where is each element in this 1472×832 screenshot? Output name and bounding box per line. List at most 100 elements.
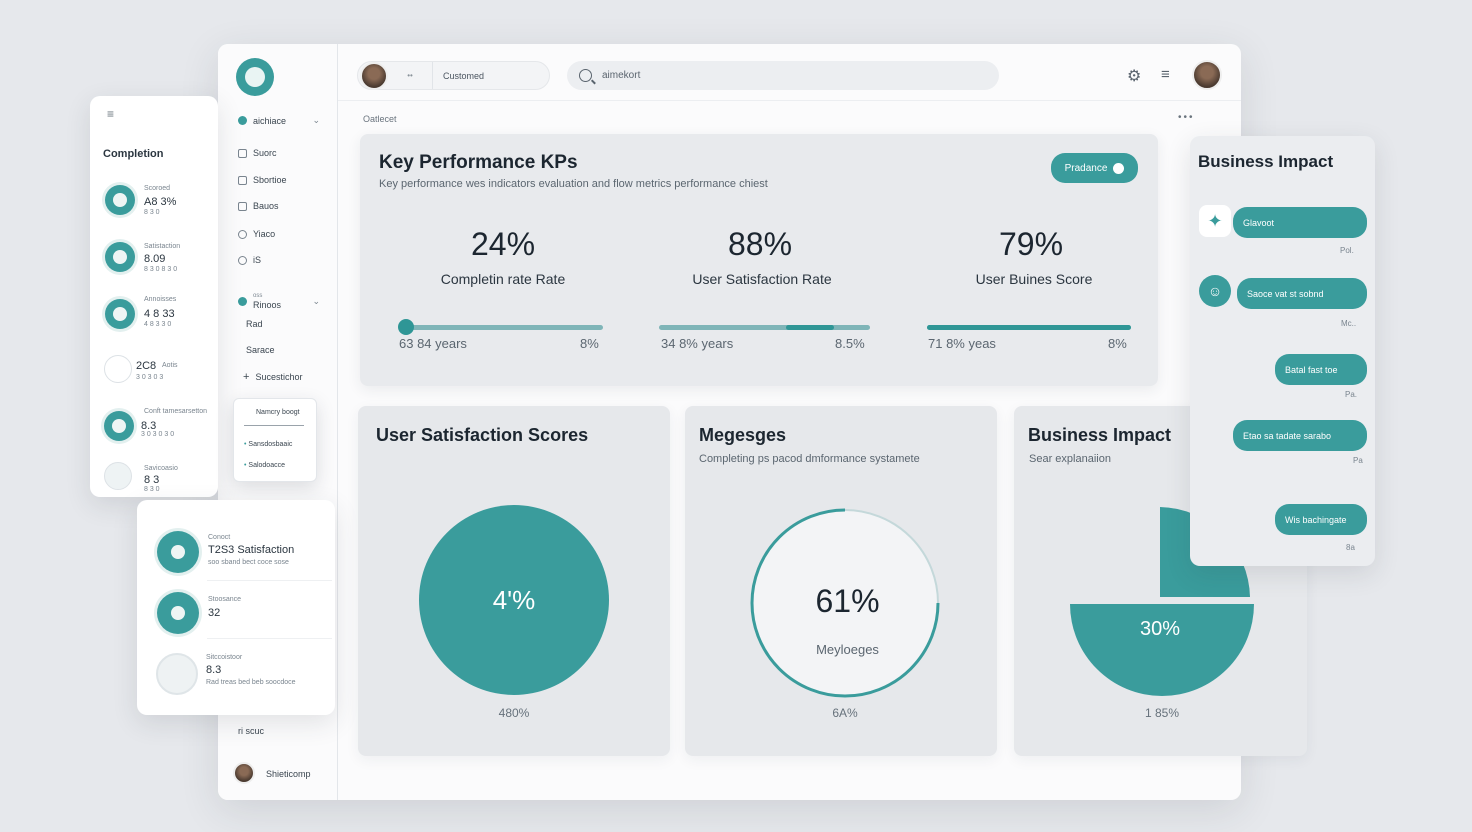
item-value: 4 8 33 <box>144 308 175 320</box>
item-sub: 8 3 0 8 3 0 <box>144 266 178 273</box>
dropdown-item[interactable]: • Salodoacce <box>244 462 285 469</box>
card-foot: 6A% <box>832 706 858 720</box>
business-impact-panel <box>1190 136 1375 566</box>
kpi-progress-3 <box>927 325 1131 330</box>
card-subtitle: Completing ps pacod dmformance systamete <box>699 453 920 465</box>
kpi-action-button[interactable]: Pradance <box>1051 153 1138 183</box>
chat-bubble[interactable]: Glavoot <box>1233 207 1367 238</box>
sidebar-item-label: Suorc <box>253 148 277 158</box>
item-sub: Rad treas bed beb soocdoce <box>206 679 296 686</box>
ring-label: Meyloeges <box>816 642 879 657</box>
app-logo[interactable] <box>236 58 274 96</box>
chat-bubble[interactable]: Saoce vat st sobnd <box>1237 278 1367 309</box>
pie-value: 30% <box>1139 618 1181 640</box>
sidebar-item-4[interactable]: Yiaco <box>238 229 275 239</box>
divider <box>207 580 332 581</box>
panel-title: Business Impact <box>1198 152 1334 171</box>
kpi-card <box>360 134 1158 386</box>
satisfaction-circle: 4'% <box>419 505 609 695</box>
sidebar-item-1[interactable]: Suorc <box>238 148 277 158</box>
kpi-foot-right-3: 8% <box>1108 336 1127 351</box>
settings-icon[interactable]: ⚙ <box>1127 68 1142 85</box>
kpi-value-2: 88% <box>727 226 793 262</box>
sidebar-item-label: Rinoos <box>253 300 282 310</box>
sidebar-item-label: Sucestichor <box>255 372 303 382</box>
kpi-progress-1 <box>400 325 603 330</box>
item-sub: soo sband bect coce sose <box>208 559 289 566</box>
item-value: 8.09 <box>144 253 166 265</box>
plus-icon: + <box>243 371 250 383</box>
sidebar-item-7[interactable]: Rad <box>246 319 263 329</box>
dropdown-item[interactable]: • Sansdosbaaic <box>244 441 292 448</box>
messages-ring-chart <box>750 508 940 698</box>
bubble-text: Saoce vat st sobnd <box>1247 288 1324 299</box>
menu-icon[interactable]: ≡ <box>107 107 115 121</box>
sidebar-item-3[interactable]: Bauos <box>238 201 279 211</box>
message-time: Pol. <box>1340 246 1354 255</box>
sidebar-item-6[interactable]: oss Rinoos ⌄ <box>238 292 320 310</box>
more-icon[interactable]: ••• <box>1178 112 1195 123</box>
item-label: Annoisses <box>144 296 177 303</box>
item-sub: 3 0 3 0 3 0 <box>141 431 175 438</box>
item-value: A8 3% <box>144 196 177 208</box>
bubble-text: Glavoot <box>1243 217 1275 228</box>
sidebar-footer-label: ri scuc <box>238 726 265 736</box>
bubble-text: Batal fast toe <box>1285 364 1338 375</box>
sidebar-item-0[interactable]: aichiace ⌄ <box>238 115 320 126</box>
card-foot: 480% <box>498 706 530 720</box>
kpi-value-3: 79% <box>998 226 1064 262</box>
analysis-icon <box>105 299 135 329</box>
menu-icon[interactable]: ≡ <box>1161 66 1170 83</box>
dot-icon: • <box>244 462 247 469</box>
sidebar-item-label: iS <box>253 255 262 265</box>
kpi-label-1: Completin rate Rate <box>440 271 566 287</box>
card-title: Megesges <box>699 425 787 445</box>
sidebar-item-label: Yiaco <box>253 229 276 239</box>
dropdown-divider <box>244 425 304 426</box>
item-value: T2S3 Satisfaction <box>208 544 295 556</box>
link-icon <box>238 255 247 265</box>
item-label: Savicoasio <box>144 465 178 472</box>
progress-handle[interactable] <box>398 319 414 335</box>
item-sub: 8 3 0 <box>144 209 160 216</box>
item-label: Conft tamesarsetton <box>144 408 208 415</box>
dropdown-item-label: Sansdosbaaic <box>248 441 293 448</box>
kpi-progress-2 <box>659 325 870 330</box>
ring-value: 61% <box>815 583 880 619</box>
search-input[interactable]: aimekort <box>602 70 641 81</box>
item-sub: 8 3 0 <box>144 486 160 493</box>
chat-bubble[interactable]: Etao sa tadate sarabo <box>1233 420 1367 451</box>
item-value: 8 3 <box>144 474 160 486</box>
kpi-foot-left-2: 34 8% years <box>661 336 734 351</box>
sidebar-item-8[interactable]: Sarace <box>246 345 275 355</box>
card-subtitle: Sear explanaiion <box>1029 453 1111 465</box>
message-time: Pa. <box>1345 390 1358 399</box>
message-time: Pa <box>1353 456 1363 465</box>
user-avatar[interactable] <box>233 762 255 784</box>
profile-icon <box>156 653 198 695</box>
sidebar-item-5[interactable]: iS <box>238 255 261 265</box>
satisfaction-icon <box>105 242 135 272</box>
chat-bubble[interactable]: Batal fast toe <box>1275 354 1367 385</box>
sidebar-item-2[interactable]: Sbortioe <box>238 175 287 185</box>
search-bar[interactable]: aimekort <box>567 61 999 90</box>
clock-icon <box>238 229 247 239</box>
kpi-value-1: 24% <box>470 226 536 262</box>
kpi-label-3: User Buines Score <box>975 271 1093 287</box>
sidebar-item-9[interactable]: + Sucestichor <box>243 371 302 383</box>
chat-bubble[interactable]: Wis bachingate <box>1275 504 1367 535</box>
score-icon <box>157 592 199 634</box>
user-pill[interactable]: •• Customed <box>357 61 550 90</box>
smile-icon: ☺ <box>1199 275 1231 307</box>
search-icon <box>579 69 592 82</box>
sidebar-user-name: Shieticomp <box>266 769 311 779</box>
bubble-text: Wis bachingate <box>1285 514 1347 525</box>
item-value: 8.3 <box>206 664 222 676</box>
stats-icon <box>157 531 199 573</box>
dropdown-item-label: Salodoacce <box>248 462 285 469</box>
profile-avatar[interactable] <box>1192 60 1222 90</box>
card-foot: 1 85% <box>1144 706 1180 720</box>
breadcrumb: Oatlecet <box>363 114 397 124</box>
sidebar-item-label: Rad <box>246 319 263 329</box>
dot-icon <box>238 296 247 306</box>
